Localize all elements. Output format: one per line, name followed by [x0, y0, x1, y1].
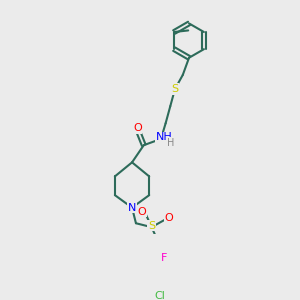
Text: O: O	[138, 206, 147, 217]
Text: H: H	[167, 138, 175, 148]
Text: S: S	[171, 84, 178, 94]
Text: O: O	[164, 213, 173, 223]
Text: NH: NH	[156, 132, 172, 142]
Text: O: O	[133, 123, 142, 133]
Text: S: S	[148, 220, 155, 231]
Text: F: F	[161, 253, 167, 262]
Text: Cl: Cl	[154, 291, 165, 300]
Text: N: N	[128, 202, 136, 213]
